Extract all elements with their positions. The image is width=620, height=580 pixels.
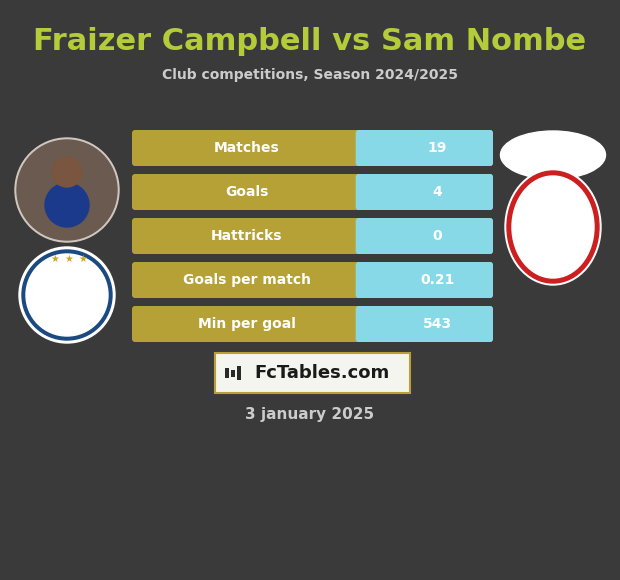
Text: Matches: Matches [214,141,280,155]
Circle shape [17,140,117,240]
Text: ★: ★ [64,254,73,264]
FancyBboxPatch shape [237,366,241,380]
FancyBboxPatch shape [356,174,493,210]
FancyBboxPatch shape [358,177,378,207]
FancyBboxPatch shape [358,265,378,295]
Text: 3 january 2025: 3 january 2025 [246,408,374,422]
Text: ★: ★ [51,254,60,264]
Ellipse shape [512,176,594,278]
FancyBboxPatch shape [356,262,493,298]
Circle shape [26,254,108,336]
FancyBboxPatch shape [132,174,493,210]
Text: Min per goal: Min per goal [198,317,296,331]
Text: 0.21: 0.21 [420,273,454,287]
Text: 543: 543 [423,317,452,331]
FancyBboxPatch shape [225,368,229,378]
FancyBboxPatch shape [358,309,378,339]
Text: 0: 0 [433,229,442,243]
Circle shape [22,250,112,340]
FancyBboxPatch shape [358,221,378,251]
FancyBboxPatch shape [132,218,493,254]
FancyBboxPatch shape [358,133,378,163]
FancyBboxPatch shape [132,262,493,298]
Text: Goals: Goals [225,185,268,199]
FancyBboxPatch shape [132,306,493,342]
FancyBboxPatch shape [356,306,493,342]
FancyBboxPatch shape [231,369,235,376]
Text: Hattricks: Hattricks [211,229,283,243]
Text: 19: 19 [428,141,447,155]
Ellipse shape [507,171,599,283]
Circle shape [19,247,115,343]
Text: Goals per match: Goals per match [183,273,311,287]
FancyBboxPatch shape [215,353,410,393]
FancyBboxPatch shape [132,130,493,166]
Ellipse shape [505,169,601,285]
Circle shape [52,157,82,187]
Ellipse shape [500,131,606,179]
Circle shape [45,183,89,227]
FancyBboxPatch shape [356,218,493,254]
FancyBboxPatch shape [356,130,493,166]
Text: Club competitions, Season 2024/2025: Club competitions, Season 2024/2025 [162,68,458,82]
Text: FcTables.com: FcTables.com [255,364,390,382]
Text: Fraizer Campbell vs Sam Nombe: Fraizer Campbell vs Sam Nombe [33,27,587,56]
Text: ★: ★ [79,254,87,264]
Text: 4: 4 [433,185,442,199]
Circle shape [15,138,119,242]
